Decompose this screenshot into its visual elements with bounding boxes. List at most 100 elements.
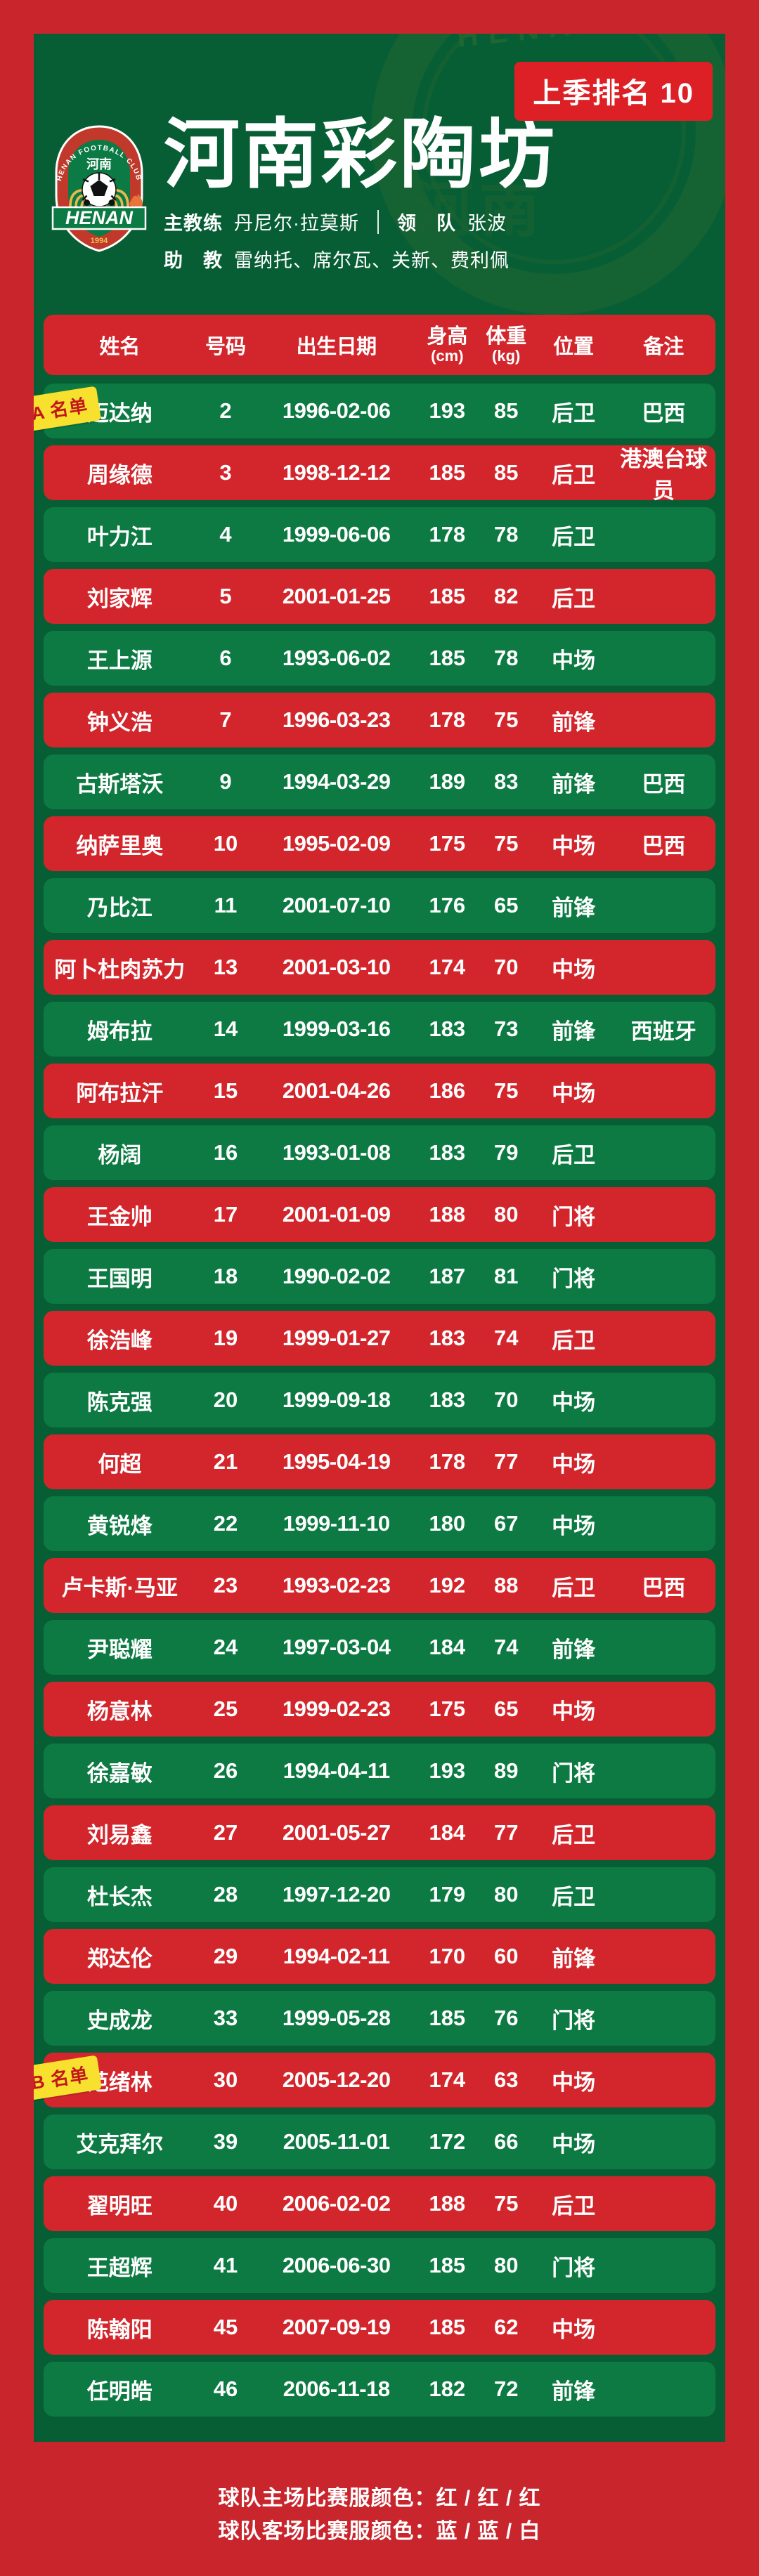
player-name: 徐浩峰 xyxy=(86,1328,153,1353)
player-weight: 70 xyxy=(493,1387,519,1412)
player-height: 174 xyxy=(429,955,466,979)
player-number: 19 xyxy=(213,1326,238,1350)
table-row: 王金帅 17 2001-01-09 188 80 门将 xyxy=(44,1187,715,1242)
player-height: 185 xyxy=(429,2253,466,2277)
table-row: 王国明 18 1990-02-02 187 81 门将 xyxy=(44,1249,715,1304)
player-name: 刘家辉 xyxy=(86,586,153,611)
player-height: 183 xyxy=(429,1326,466,1350)
player-height: 185 xyxy=(429,460,466,485)
watermark-arc-text: HENAN FOOTBALL CLUB xyxy=(455,34,725,54)
player-dob: 2001-07-10 xyxy=(282,893,391,917)
player-height: 183 xyxy=(429,1016,466,1041)
player-name: 陈克强 xyxy=(86,1390,153,1415)
player-name: 艾克拜尔 xyxy=(76,2131,164,2157)
player-name: 郑达伦 xyxy=(86,1946,153,1971)
player-position: 中场 xyxy=(552,1390,596,1415)
col-header-weight: 体重 (kg) xyxy=(477,326,536,365)
assistant-coach-value: 雷纳托、席尔瓦、关新、费利佩 xyxy=(234,250,510,272)
player-dob: 1995-04-19 xyxy=(282,1449,391,1474)
player-note: 港澳台球员 xyxy=(620,447,708,503)
col-header-weight-unit: (kg) xyxy=(492,346,521,365)
player-number: 24 xyxy=(213,1635,238,1659)
player-height: 178 xyxy=(429,707,466,732)
table-row: 杨意林 25 1999-02-23 175 65 中场 xyxy=(44,1682,715,1737)
player-name: 纳萨里奥 xyxy=(76,833,164,858)
player-height: 193 xyxy=(429,398,466,423)
player-height: 175 xyxy=(429,1696,466,1721)
player-position: 门将 xyxy=(552,1266,596,1291)
player-number: 22 xyxy=(213,1511,238,1536)
player-dob: 2006-06-30 xyxy=(282,2253,391,2277)
player-number: 13 xyxy=(213,955,238,979)
player-weight: 60 xyxy=(493,1944,519,1968)
player-name: 姆布拉 xyxy=(86,1019,153,1044)
player-dob: 1994-04-11 xyxy=(283,1758,390,1783)
player-number: 33 xyxy=(213,2006,238,2030)
player-weight: 62 xyxy=(493,2315,519,2339)
player-height: 188 xyxy=(429,1202,466,1227)
player-position: 后卫 xyxy=(552,1884,596,1909)
player-weight: 66 xyxy=(493,2129,519,2154)
table-row: 卢卡斯·马亚 23 1993-02-23 192 88 后卫 巴西 xyxy=(44,1558,715,1613)
player-height: 178 xyxy=(429,1449,466,1474)
player-height: 192 xyxy=(429,1573,466,1597)
player-name: 古斯塔沃 xyxy=(76,771,164,797)
player-name: 叶力江 xyxy=(86,524,153,549)
player-dob: 1999-02-23 xyxy=(282,1696,391,1721)
player-position: 前锋 xyxy=(552,895,596,920)
player-weight: 70 xyxy=(493,955,519,979)
player-dob: 1999-06-06 xyxy=(282,522,391,547)
player-height: 186 xyxy=(429,1078,466,1103)
player-name: 陈翰阳 xyxy=(86,2317,153,2342)
player-dob: 1993-02-23 xyxy=(282,1573,391,1597)
team-leader-label: 领 队 xyxy=(397,213,456,235)
player-weight: 65 xyxy=(493,1696,519,1721)
player-note: 巴西 xyxy=(642,1575,686,1600)
player-note: 巴西 xyxy=(642,400,686,426)
table-body: A 名单 迈达纳 2 1996-02-06 193 85 后卫 巴西 周缘德 3 1998-12-1… xyxy=(34,384,715,2417)
player-height: 185 xyxy=(429,646,466,670)
player-position: 前锋 xyxy=(552,771,596,797)
player-height: 172 xyxy=(429,2129,466,2154)
player-position: 中场 xyxy=(552,2317,596,2342)
player-dob: 2001-05-27 xyxy=(282,1820,391,1845)
table-row: 杜长杰 28 1997-12-20 179 80 后卫 xyxy=(44,1867,715,1922)
col-header-note: 备注 xyxy=(643,336,685,358)
player-number: 21 xyxy=(213,1449,238,1474)
player-weight: 75 xyxy=(493,2191,519,2216)
player-name: 乃比江 xyxy=(86,895,153,920)
player-weight: 75 xyxy=(493,1078,519,1103)
col-header-position: 位置 xyxy=(553,336,595,358)
player-height: 184 xyxy=(429,1820,466,1845)
svg-text:1994: 1994 xyxy=(91,237,108,245)
table-row: 姆布拉 14 1999-03-16 183 73 前锋 西班牙 xyxy=(44,1002,715,1057)
table-row: B 名单 范绪林 30 2005-12-20 174 63 中场 xyxy=(34,2053,715,2107)
player-weight: 63 xyxy=(493,2067,519,2092)
player-dob: 1999-11-10 xyxy=(283,1511,390,1536)
player-weight: 78 xyxy=(493,522,519,547)
player-number: 14 xyxy=(213,1016,238,1041)
player-position: 前锋 xyxy=(552,710,596,735)
player-weight: 74 xyxy=(493,1326,519,1350)
table-row: 翟明旺 40 2006-02-02 188 75 后卫 xyxy=(44,2176,715,2231)
player-number: 6 xyxy=(219,646,232,670)
player-name: 翟明旺 xyxy=(86,2193,153,2218)
player-dob: 1996-02-06 xyxy=(282,398,391,423)
player-dob: 1997-12-20 xyxy=(282,1882,391,1907)
player-position: 后卫 xyxy=(552,462,596,488)
player-dob: 1998-12-12 xyxy=(282,460,391,485)
player-position: 门将 xyxy=(552,2008,596,2033)
table-row: 王上源 6 1993-06-02 185 78 中场 xyxy=(44,631,715,686)
player-position: 中场 xyxy=(552,833,596,858)
player-number: 27 xyxy=(213,1820,238,1845)
table-row: 杨阔 16 1993-01-08 183 79 后卫 xyxy=(44,1125,715,1180)
table-row: 尹聪耀 24 1997-03-04 184 74 前锋 xyxy=(44,1620,715,1675)
player-height: 185 xyxy=(429,2315,466,2339)
player-position: 后卫 xyxy=(552,400,596,426)
player-height: 187 xyxy=(429,1264,466,1288)
player-number: 40 xyxy=(213,2191,238,2216)
player-weight: 83 xyxy=(493,769,519,794)
player-position: 前锋 xyxy=(552,1946,596,1971)
player-position: 中场 xyxy=(552,1080,596,1106)
player-height: 185 xyxy=(429,2006,466,2030)
